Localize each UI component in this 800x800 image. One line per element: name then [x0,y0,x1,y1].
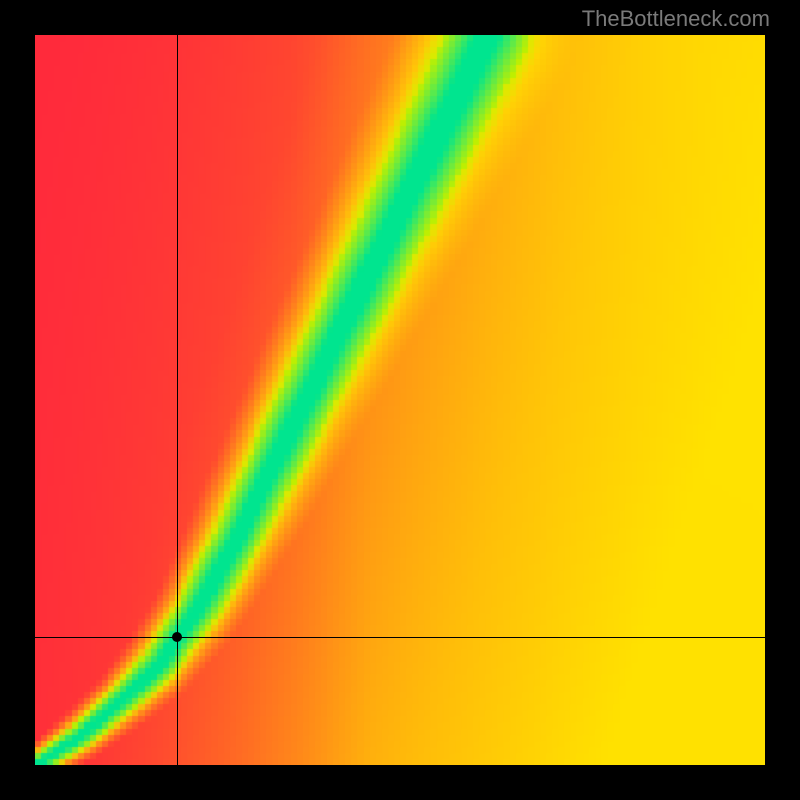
marker-point [172,632,182,642]
heatmap-canvas [35,35,765,765]
watermark-text: TheBottleneck.com [582,6,770,32]
crosshair-vertical [177,35,178,765]
heatmap-plot [35,35,765,765]
crosshair-horizontal [35,637,765,638]
